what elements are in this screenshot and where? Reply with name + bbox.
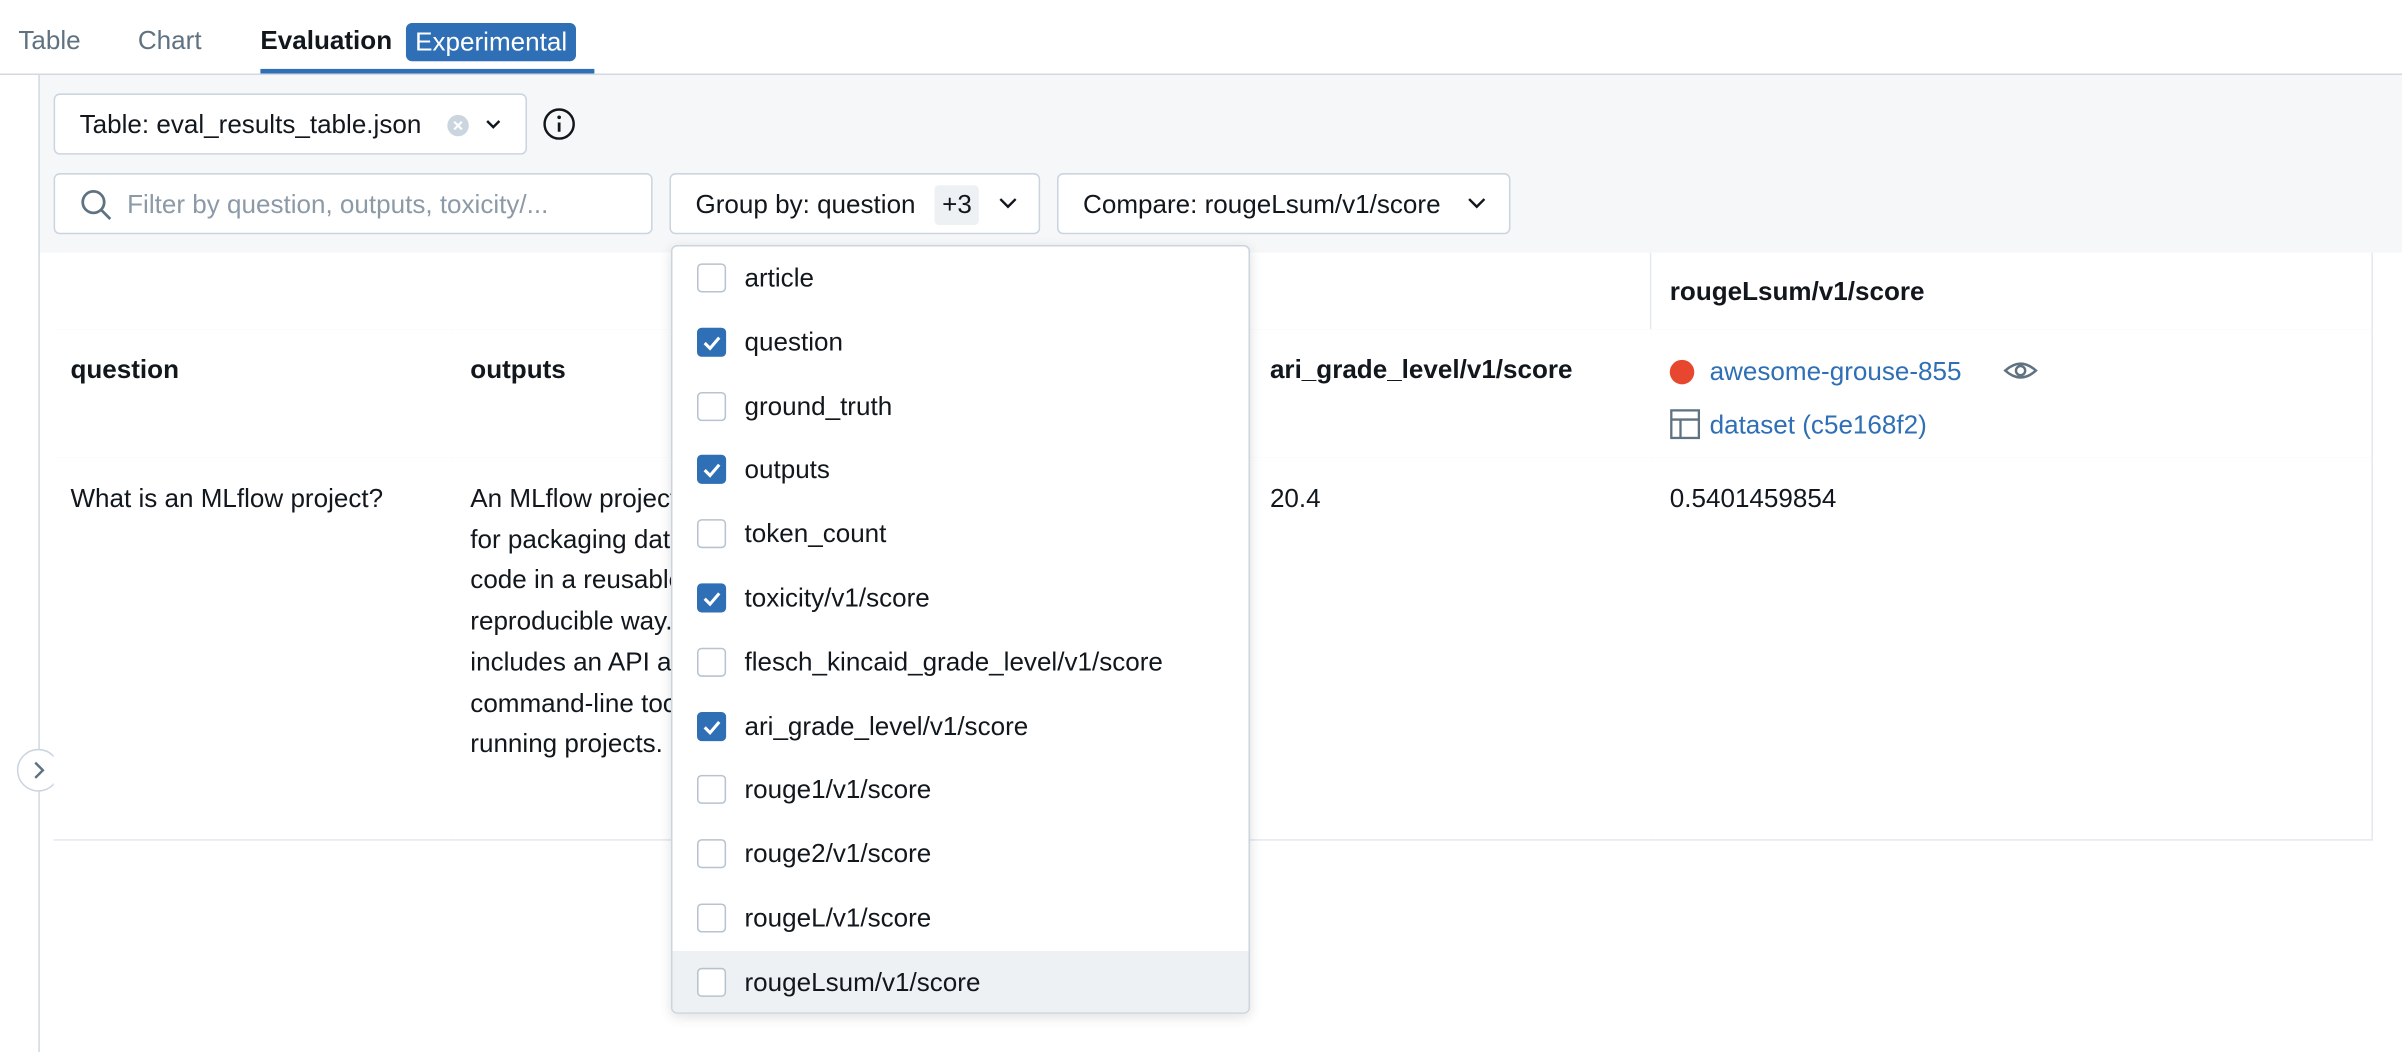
option-label: ari_grade_level/v1/score — [744, 711, 1029, 741]
dropdown-option[interactable]: rouge2/v1/score — [673, 823, 1249, 887]
group-by-count: +3 — [934, 185, 980, 226]
option-label: toxicity/v1/score — [744, 583, 930, 613]
dropdown-option[interactable]: ari_grade_level/v1/score — [673, 695, 1249, 759]
option-label: rougeLsum/v1/score — [744, 967, 981, 997]
checkbox[interactable] — [697, 327, 727, 357]
table-select[interactable]: Table: eval_results_table.json — [53, 93, 527, 155]
group-header: rougeLsum/v1/score — [1669, 277, 1925, 307]
info-icon[interactable] — [542, 107, 576, 141]
table-cell: 20.4 — [1251, 457, 1653, 841]
table-cell: question — [53, 329, 454, 460]
dropdown-option[interactable]: rougeLsum/v1/score — [672, 950, 1249, 1013]
group-by[interactable]: Group by: question +3 — [669, 173, 1041, 235]
option-label: ground_truth — [744, 391, 893, 421]
dataset-link[interactable]: dataset (c5e168f2) — [1709, 410, 1927, 440]
checkbox[interactable] — [697, 455, 727, 485]
tab[interactable]: Table — [18, 26, 81, 56]
checkbox[interactable] — [697, 775, 727, 805]
table-cell: ari_grade_level/v1/score — [1251, 329, 1653, 460]
checkbox[interactable] — [697, 583, 727, 613]
option-label: rougeL/v1/score — [744, 903, 932, 933]
table-cell: 0.5401459854 — [1651, 457, 2373, 841]
checkbox[interactable] — [697, 647, 727, 677]
checkbox[interactable] — [697, 839, 727, 869]
table-cell: awesome-grouse-855 dataset (c5e168f2) — [1651, 329, 2373, 460]
option-label: rouge2/v1/score — [744, 839, 932, 869]
table-select-text: Table: eval_results_table.json — [79, 110, 422, 140]
option-label: article — [744, 263, 814, 293]
dropdown-option[interactable]: rougeL/v1/score — [673, 887, 1249, 951]
dropdown-option[interactable]: toxicity/v1/score — [673, 567, 1249, 631]
dropdown-option[interactable]: flesch_kincaid_grade_level/v1/score — [673, 631, 1249, 695]
checkbox[interactable] — [697, 711, 727, 741]
cell-text: 20.4 — [1269, 483, 1321, 513]
checkbox[interactable] — [697, 967, 727, 997]
column-header: outputs — [470, 355, 566, 385]
run-dot — [1669, 359, 1695, 385]
option-label: rouge1/v1/score — [744, 775, 932, 805]
compare-text: Compare: rougeLsum/v1/score — [1083, 189, 1441, 219]
option-label: question — [744, 327, 843, 357]
dropdown-option[interactable]: article — [673, 247, 1249, 311]
cell-text: reproducible way. It — [470, 606, 695, 636]
tab[interactable]: Evaluation — [260, 26, 393, 56]
dropdown-option[interactable]: ground_truth — [673, 375, 1249, 439]
cell-text: What is an MLflow project? — [70, 483, 384, 513]
cell-text: includes an API and — [470, 647, 701, 677]
rail — [38, 75, 40, 1052]
option-label: flesch_kincaid_grade_level/v1/score — [744, 647, 1163, 677]
dropdown-option[interactable]: token_count — [673, 503, 1249, 567]
column-header: ari_grade_level/v1/score — [1269, 355, 1573, 385]
tab-underline — [260, 68, 595, 74]
checkbox[interactable] — [697, 391, 727, 421]
group-by-text: Group by: question — [695, 189, 916, 219]
expand-button[interactable] — [16, 748, 60, 792]
cell-text: 0.5401459854 — [1669, 483, 1837, 513]
checkbox[interactable] — [697, 263, 727, 293]
option-label: token_count — [744, 519, 887, 549]
run-link[interactable]: awesome-grouse-855 — [1709, 356, 1962, 386]
filter-input[interactable]: Filter by question, outputs, toxicity/..… — [53, 173, 653, 235]
table-cell: What is an MLflow project? — [53, 457, 454, 841]
dropdown-option[interactable]: rouge1/v1/score — [673, 759, 1249, 823]
checkbox[interactable] — [697, 903, 727, 933]
compare-select[interactable]: Compare: rougeLsum/v1/score — [1057, 173, 1511, 235]
filter-placeholder: Filter by question, outputs, toxicity/..… — [127, 189, 549, 219]
column-header: question — [70, 355, 179, 385]
checkbox[interactable] — [697, 519, 727, 549]
badge: Experimental — [405, 22, 577, 62]
option-label: outputs — [744, 455, 830, 485]
dropdown-option[interactable]: outputs — [673, 439, 1249, 503]
tab[interactable]: Chart — [137, 26, 202, 56]
divider — [0, 73, 2402, 76]
cell-text: running projects. — [470, 729, 663, 759]
dropdown-option[interactable]: question — [673, 311, 1249, 375]
table-cell: rougeLsum/v1/score — [1651, 252, 2373, 331]
